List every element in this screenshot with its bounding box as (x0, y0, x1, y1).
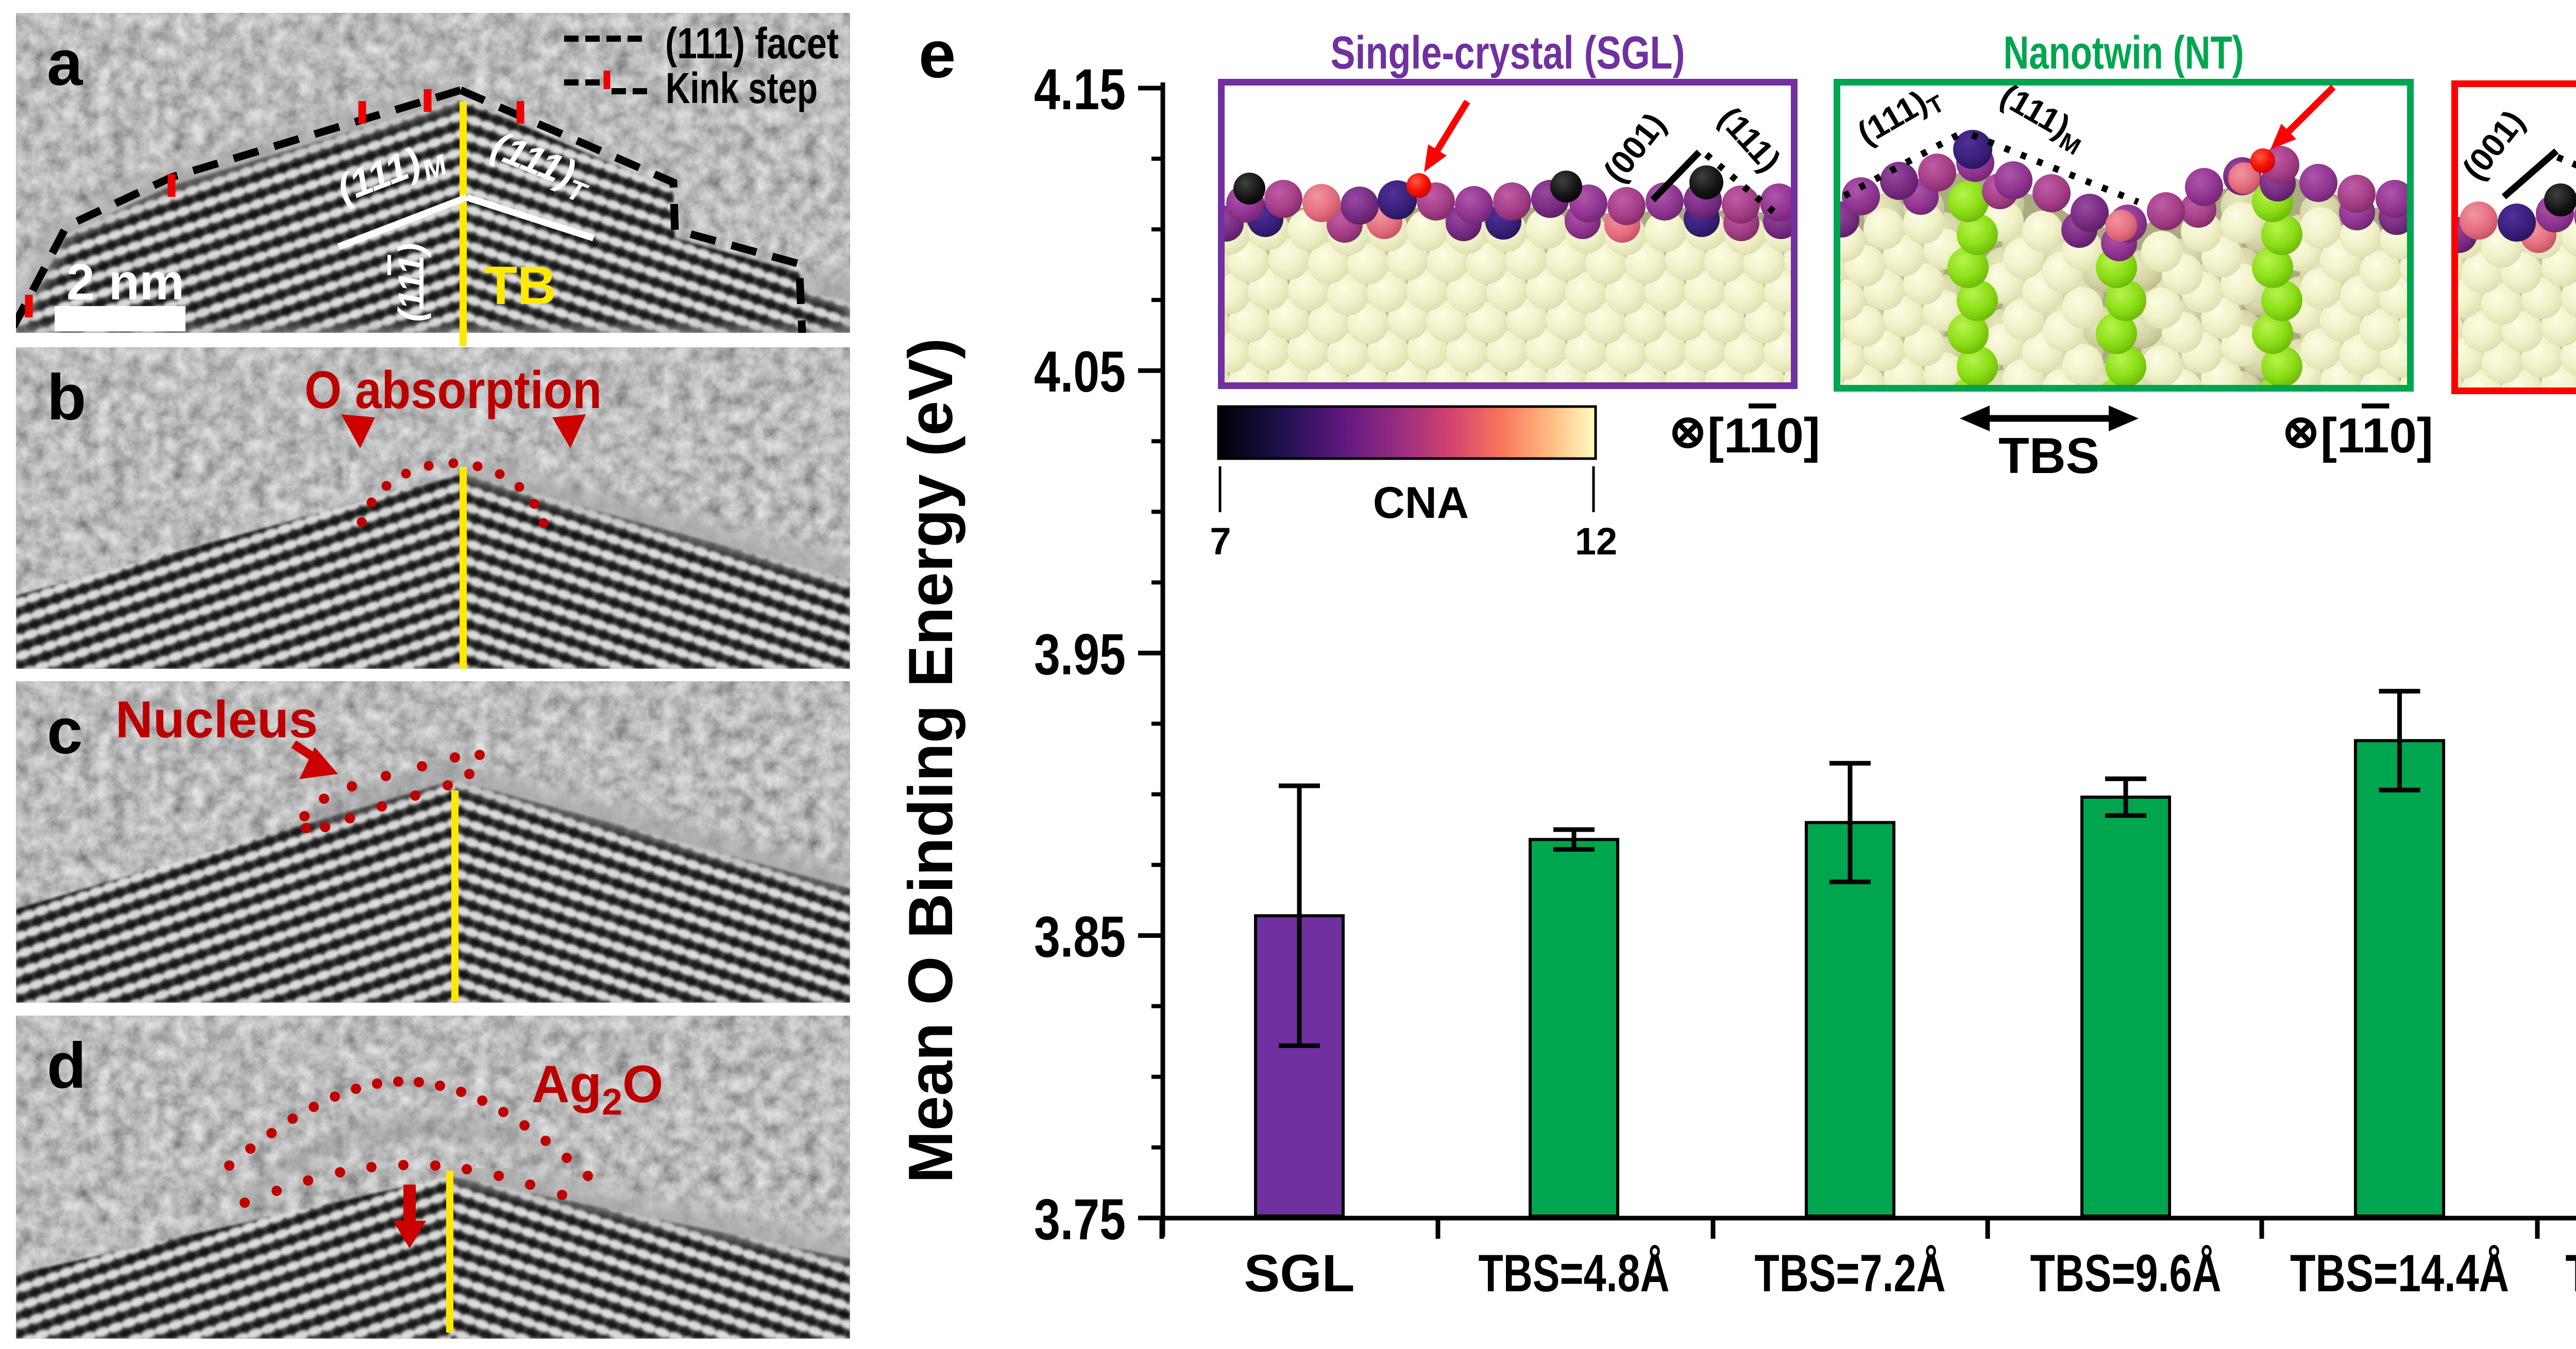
svg-text:[110]: [110] (2320, 408, 2433, 463)
svg-text:7: 7 (1210, 520, 1231, 563)
svg-text:(111): (111) (391, 243, 431, 322)
svg-text:TBS=14.4Å: TBS=14.4Å (2290, 1244, 2509, 1303)
svg-text:TB: TB (484, 256, 556, 316)
svg-text:b: b (47, 362, 86, 433)
svg-text:TBS: TBS (1998, 427, 2099, 484)
svg-text:Ag2O: Ag2O (532, 1055, 663, 1123)
svg-text:TBS=9.6Å: TBS=9.6Å (2030, 1244, 2222, 1303)
svg-text:TBS=7.2Å: TBS=7.2Å (1755, 1244, 1946, 1303)
svg-text:a: a (47, 27, 83, 99)
svg-text:Mean O Binding Energy (eV): Mean O Binding Energy (eV) (895, 338, 965, 1183)
svg-text:TBS=28.8Å: TBS=28.8Å (2566, 1244, 2576, 1303)
svg-text:3.75: 3.75 (1034, 1187, 1126, 1252)
svg-text:TBS=4.8Å: TBS=4.8Å (1479, 1244, 1670, 1303)
svg-text:d: d (47, 1030, 86, 1102)
svg-text:12: 12 (1575, 520, 1617, 563)
svg-text:3.95: 3.95 (1034, 622, 1126, 686)
svg-text:4.05: 4.05 (1034, 340, 1126, 404)
svg-text:2 nm: 2 nm (66, 254, 184, 310)
svg-text:SGL: SGL (1244, 1244, 1355, 1303)
svg-text:[110]: [110] (1707, 408, 1820, 463)
svg-text:O absorption: O absorption (304, 360, 602, 419)
svg-text:e: e (919, 16, 956, 92)
svg-text:Nanotwin (NT): Nanotwin (NT) (2004, 27, 2244, 79)
svg-text:c: c (47, 696, 83, 767)
svg-text:Kink step: Kink step (666, 64, 818, 112)
svg-text:CNA: CNA (1373, 478, 1469, 528)
svg-text:Nucleus: Nucleus (115, 691, 318, 749)
svg-text:4.15: 4.15 (1034, 57, 1126, 122)
svg-text:Single-crystal (SGL): Single-crystal (SGL) (1331, 27, 1685, 79)
svg-text:3.85: 3.85 (1034, 905, 1126, 969)
svg-text:(111) facet: (111) facet (665, 19, 839, 68)
